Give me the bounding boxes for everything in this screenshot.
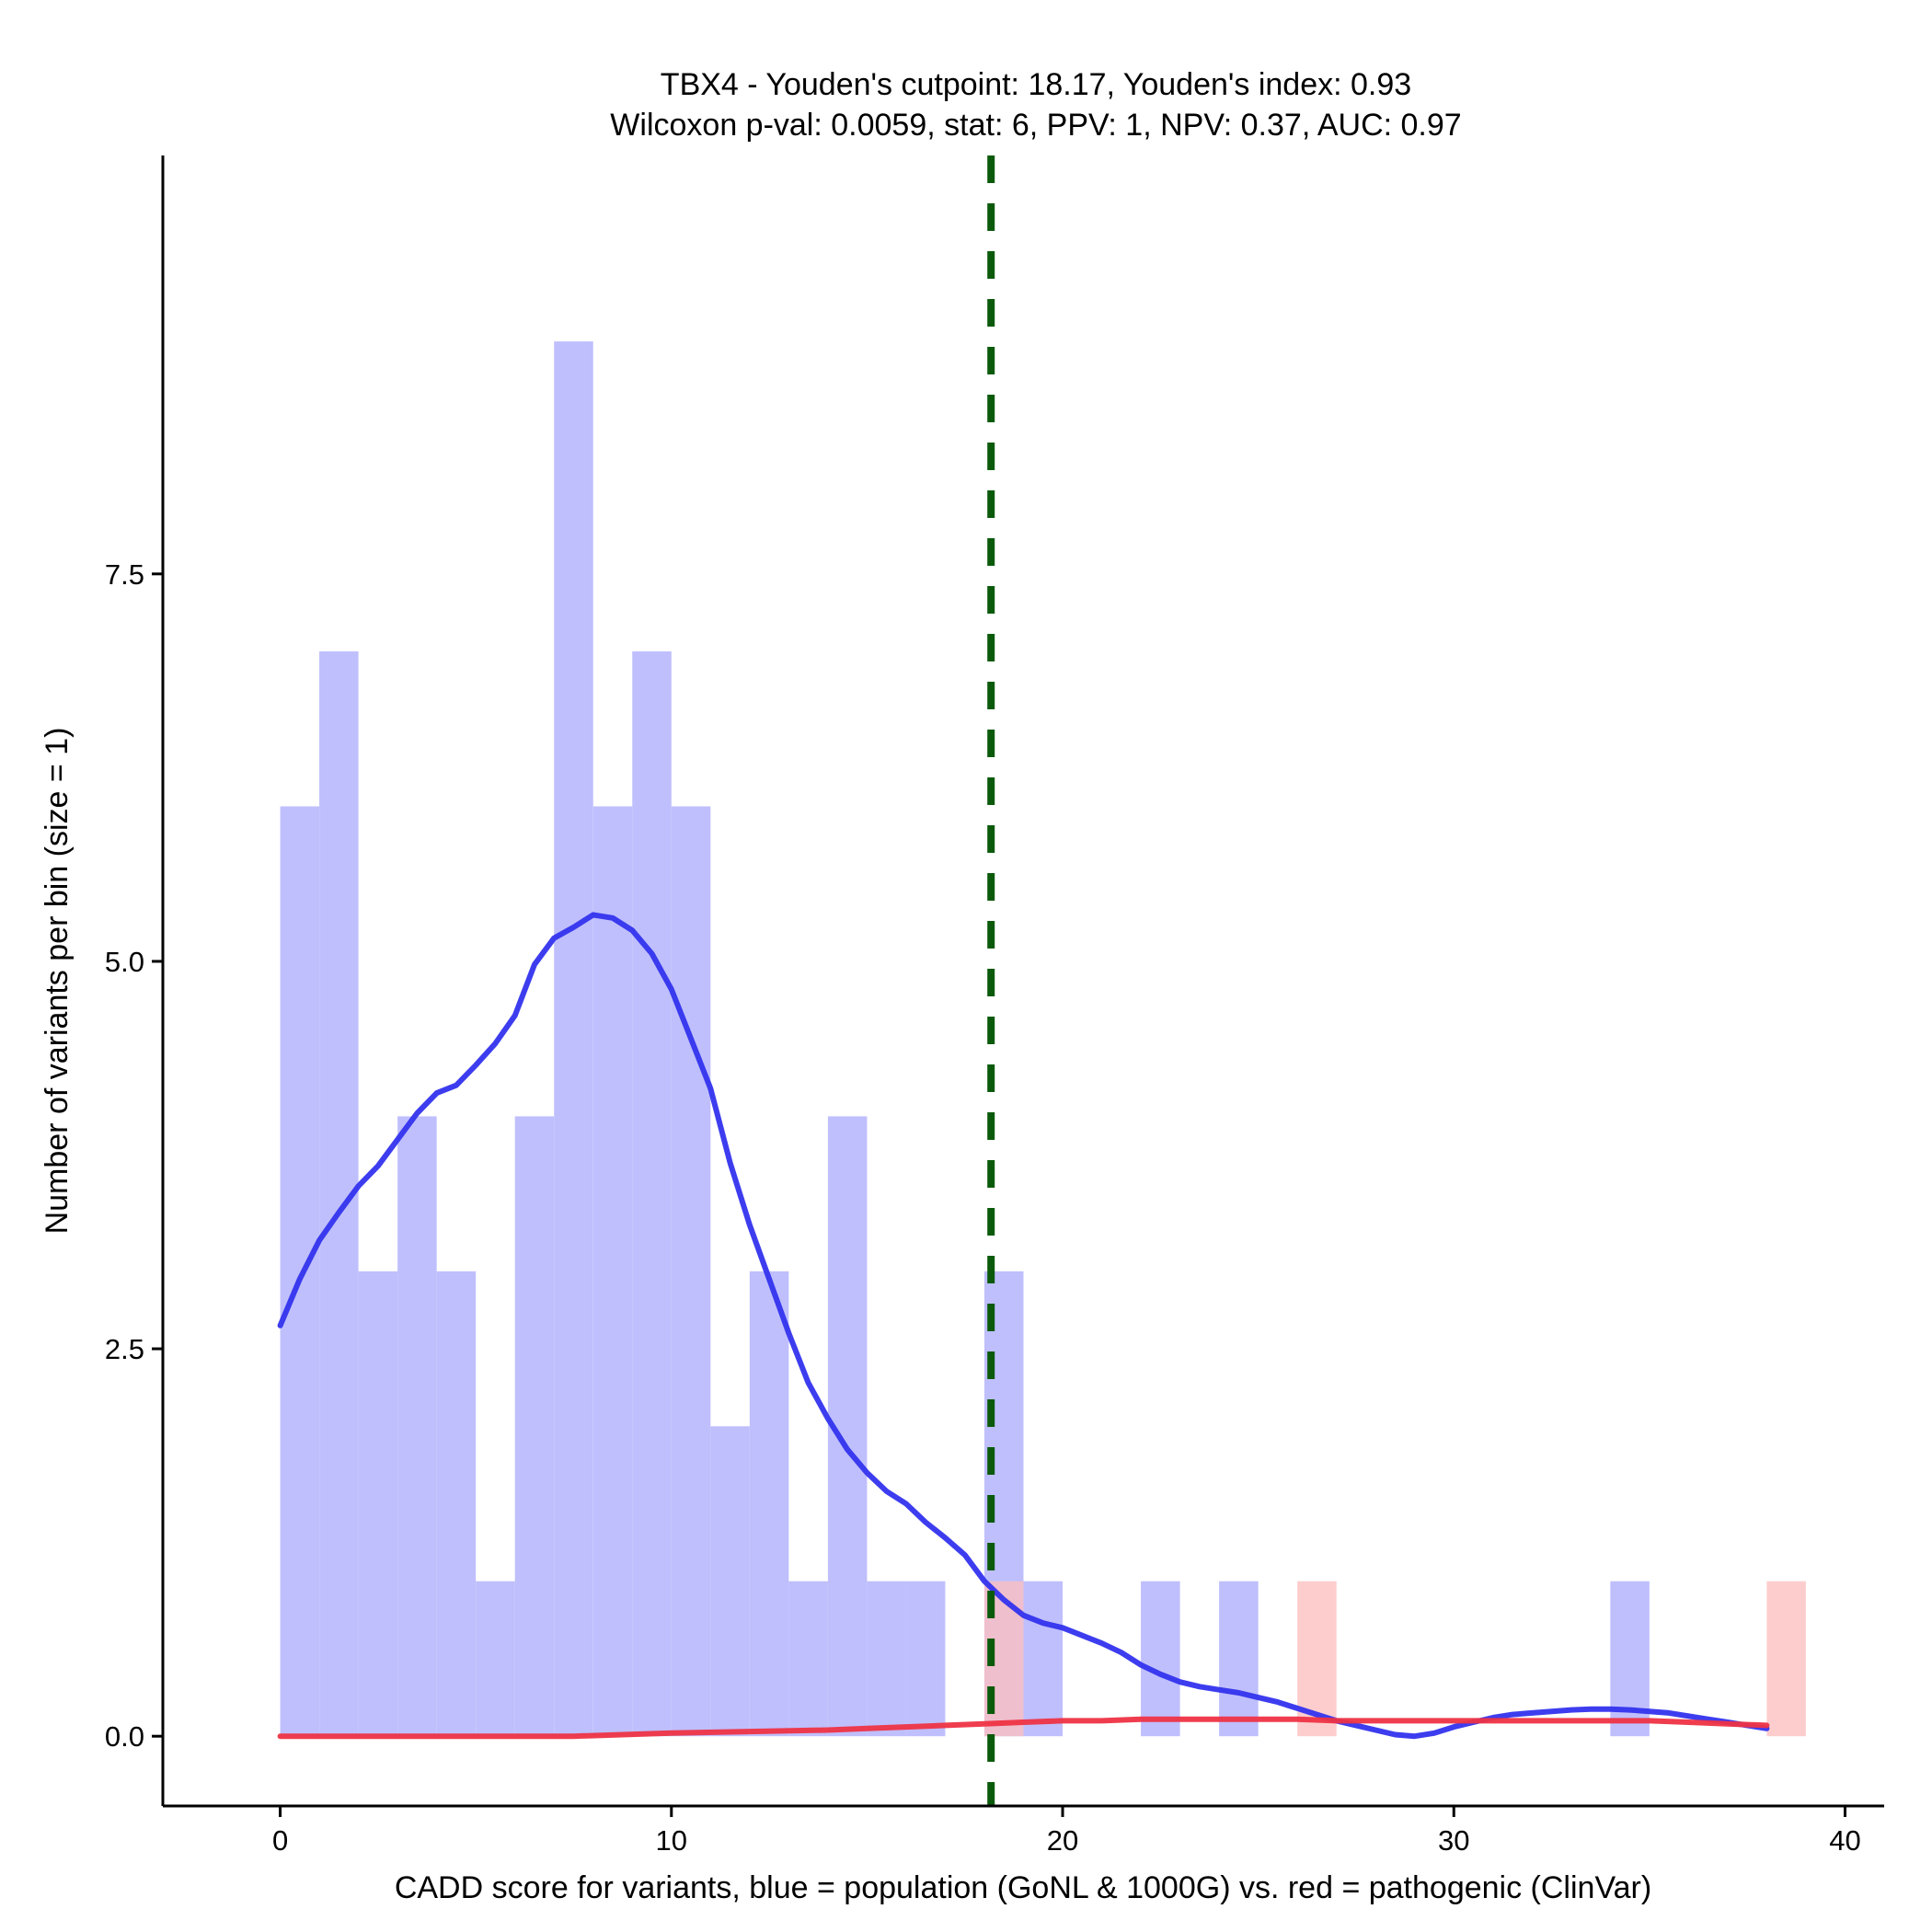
population-bar — [476, 1581, 515, 1737]
population-bars — [280, 341, 1650, 1737]
y-axis-title: Number of variants per bin (size = 1) — [40, 728, 75, 1235]
population-bar — [671, 806, 711, 1737]
population-bar — [710, 1426, 750, 1737]
x-axis-title: CADD score for variants, blue = populati… — [395, 1870, 1651, 1905]
population-bar — [749, 1271, 789, 1737]
population-bar — [397, 1116, 437, 1737]
chart-title-line-1: TBX4 - Youden's cutpoint: 18.17, Youden'… — [661, 67, 1411, 102]
population-bar — [632, 651, 672, 1737]
pathogenic-density-curve — [277, 1716, 1770, 1740]
x-tick-label: 0 — [272, 1824, 288, 1857]
population-bar — [514, 1116, 555, 1737]
x-tick-label: 20 — [1047, 1824, 1078, 1857]
y-tick-label: 7.5 — [105, 558, 144, 591]
population-density-curve — [277, 912, 1770, 1740]
x-axis-ticks: 0 10 20 30 40 — [272, 1806, 1861, 1857]
density-curves — [277, 912, 1770, 1740]
x-tick-label: 30 — [1438, 1824, 1469, 1857]
x-tick-label: 10 — [656, 1824, 687, 1857]
population-bar — [788, 1581, 828, 1737]
population-bar — [358, 1271, 398, 1737]
pathogenic-bar — [1766, 1581, 1806, 1737]
axes — [161, 155, 1884, 1808]
population-bar — [280, 806, 320, 1737]
y-tick-label: 5.0 — [105, 946, 144, 978]
population-bar — [867, 1581, 906, 1737]
y-tick-label: 0.0 — [105, 1720, 144, 1753]
x-tick-label: 40 — [1829, 1824, 1860, 1857]
population-bar — [436, 1271, 477, 1737]
population-bar — [905, 1581, 946, 1737]
y-axis-ticks: 0.0 2.5 5.0 7.5 — [105, 558, 163, 1753]
population-bar — [1141, 1581, 1180, 1737]
population-bar — [554, 341, 593, 1737]
population-bar — [1023, 1581, 1064, 1737]
population-bar — [1219, 1581, 1259, 1737]
population-bar — [592, 806, 633, 1737]
chart-title-line-2: Wilcoxon p-val: 0.0059, stat: 6, PPV: 1,… — [610, 108, 1461, 143]
y-tick-label: 2.5 — [105, 1333, 144, 1365]
